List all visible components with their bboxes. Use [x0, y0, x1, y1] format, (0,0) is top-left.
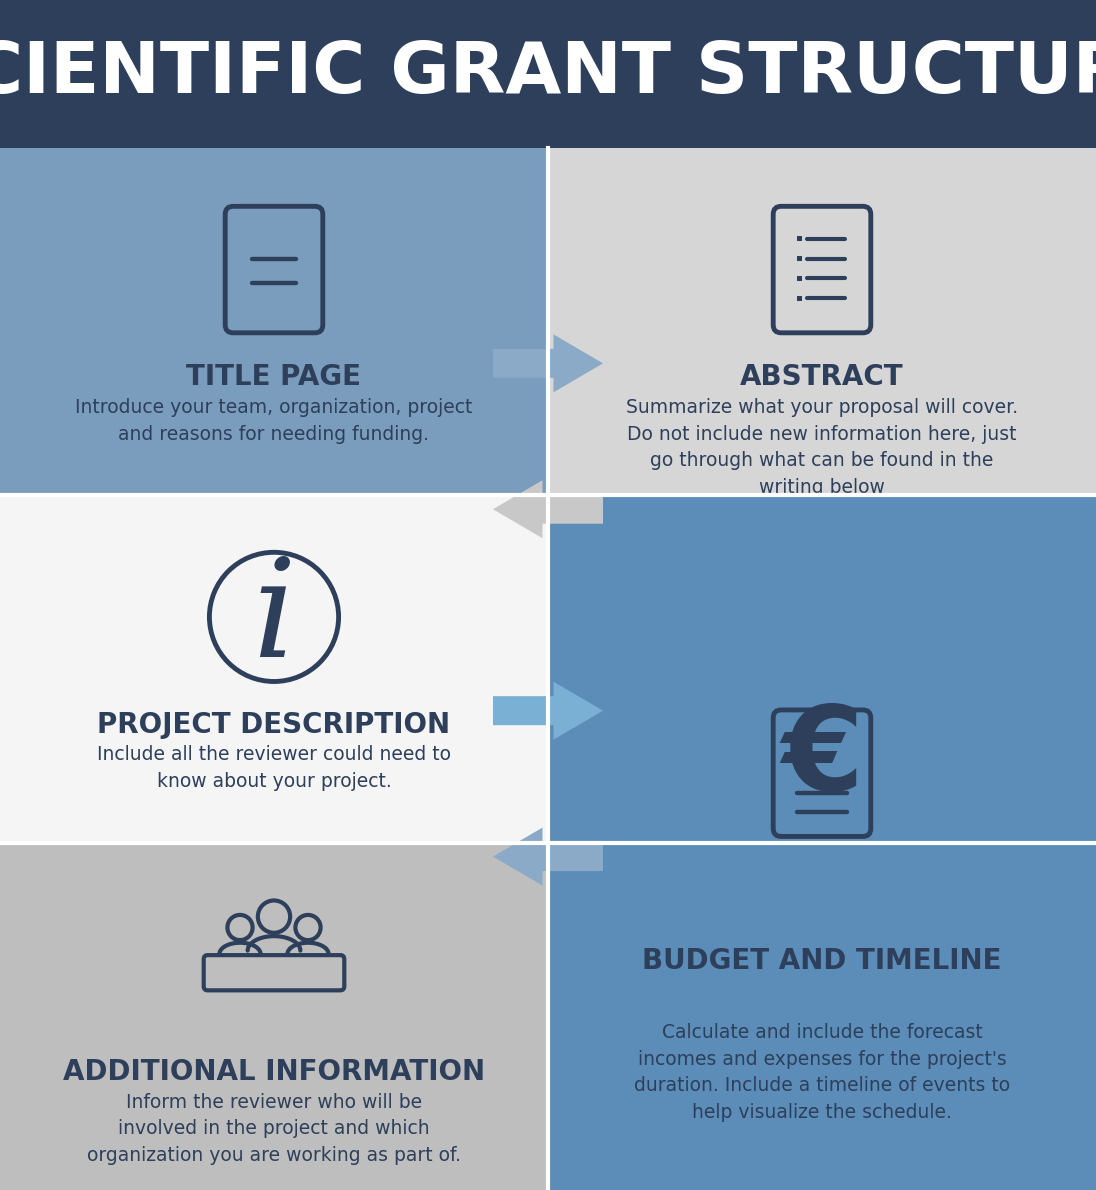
Bar [797, 295, 802, 301]
Text: PROJECT DESCRIPTION: PROJECT DESCRIPTION [98, 710, 450, 739]
FancyArrow shape [493, 481, 603, 538]
Bar [0, 0, 1096, 148]
Text: SCIENTIFIC GRANT STRUCTURE: SCIENTIFIC GRANT STRUCTURE [0, 39, 1096, 108]
Text: €: € [781, 700, 863, 815]
Bar [548, 495, 1096, 1190]
Text: Include all the reviewer could need to
know about your project.: Include all the reviewer could need to k… [98, 745, 450, 791]
Bar [797, 276, 802, 281]
FancyArrow shape [493, 827, 603, 885]
Bar [0, 843, 548, 1190]
FancyArrow shape [493, 682, 603, 740]
FancyArrow shape [493, 334, 603, 393]
Bar [797, 236, 802, 242]
Bar [0, 148, 548, 495]
Bar [0, 495, 548, 843]
Bar [548, 148, 1096, 495]
Text: ABSTRACT: ABSTRACT [740, 363, 904, 392]
Text: ADDITIONAL INFORMATION: ADDITIONAL INFORMATION [62, 1058, 486, 1086]
Text: Calculate and include the forecast
incomes and expenses for the project's
durati: Calculate and include the forecast incom… [633, 1023, 1011, 1122]
Text: BUDGET AND TIMELINE: BUDGET AND TIMELINE [642, 947, 1002, 975]
Bar [797, 256, 802, 261]
Text: TITLE PAGE: TITLE PAGE [186, 363, 362, 392]
Text: Summarize what your proposal will cover.
Do not include new information here, ju: Summarize what your proposal will cover.… [626, 399, 1018, 496]
Text: Introduce your team, organization, project
and reasons for needing funding.: Introduce your team, organization, proje… [76, 399, 472, 444]
Text: Inform the reviewer who will be
involved in the project and which
organization y: Inform the reviewer who will be involved… [87, 1092, 461, 1165]
Text: i: i [252, 553, 296, 685]
